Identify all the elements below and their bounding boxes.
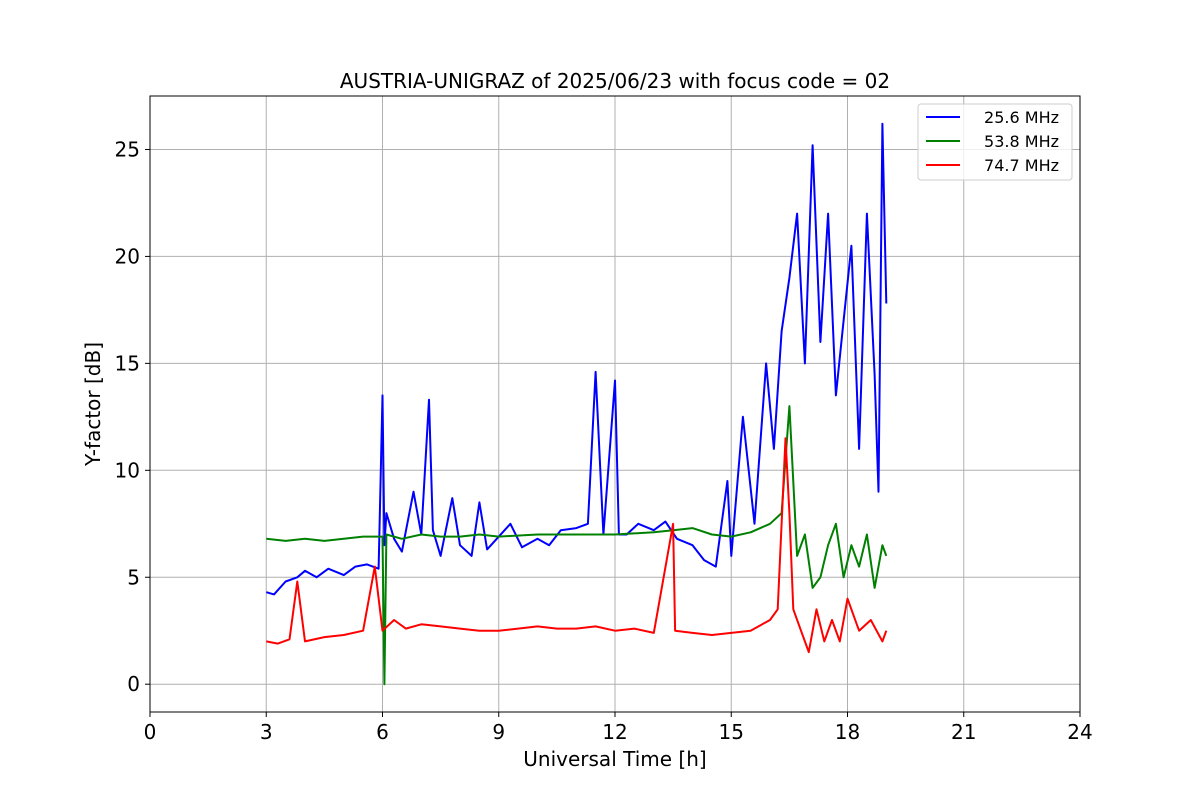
- x-tick-label: 18: [835, 720, 860, 744]
- x-axis-label: Universal Time [h]: [523, 747, 706, 771]
- series-line-25-6-mhz: [266, 122, 888, 596]
- series-line-53-8-mhz: [266, 405, 888, 686]
- legend-label: 53.8 MHz: [984, 132, 1059, 151]
- y-tick-label: 15: [115, 351, 140, 375]
- y-tick-label: 20: [115, 244, 140, 268]
- y-tick-label: 10: [115, 458, 140, 482]
- x-tick-label: 0: [144, 720, 157, 744]
- x-tick-label: 21: [951, 720, 976, 744]
- x-axis-ticks: 0 3 6 9 12 15 18 21 24: [144, 712, 1093, 744]
- x-tick-label: 24: [1067, 720, 1092, 744]
- y-tick-label: 0: [127, 672, 140, 696]
- legend: 25.6 MHz 53.8 MHz 74.7 MHz: [917, 103, 1073, 181]
- legend-box: [917, 103, 1073, 181]
- series-line-74-7-mhz: [266, 437, 888, 654]
- y-axis-label: Y-factor [dB]: [81, 342, 105, 467]
- x-tick-label: 9: [492, 720, 505, 744]
- legend-label: 74.7 MHz: [984, 156, 1059, 175]
- x-tick-label: 6: [376, 720, 389, 744]
- x-tick-label: 12: [602, 720, 627, 744]
- y-tick-label: 25: [115, 137, 140, 161]
- legend-label: 25.6 MHz: [984, 108, 1059, 127]
- x-tick-label: 15: [719, 720, 744, 744]
- y-axis-ticks: 0 5 10 15 20 25: [115, 137, 150, 696]
- chart-title: AUSTRIA-UNIGRAZ of 2025/06/23 with focus…: [340, 69, 890, 93]
- x-tick-label: 3: [260, 720, 273, 744]
- series-layer: [266, 122, 888, 686]
- y-tick-label: 5: [127, 565, 140, 589]
